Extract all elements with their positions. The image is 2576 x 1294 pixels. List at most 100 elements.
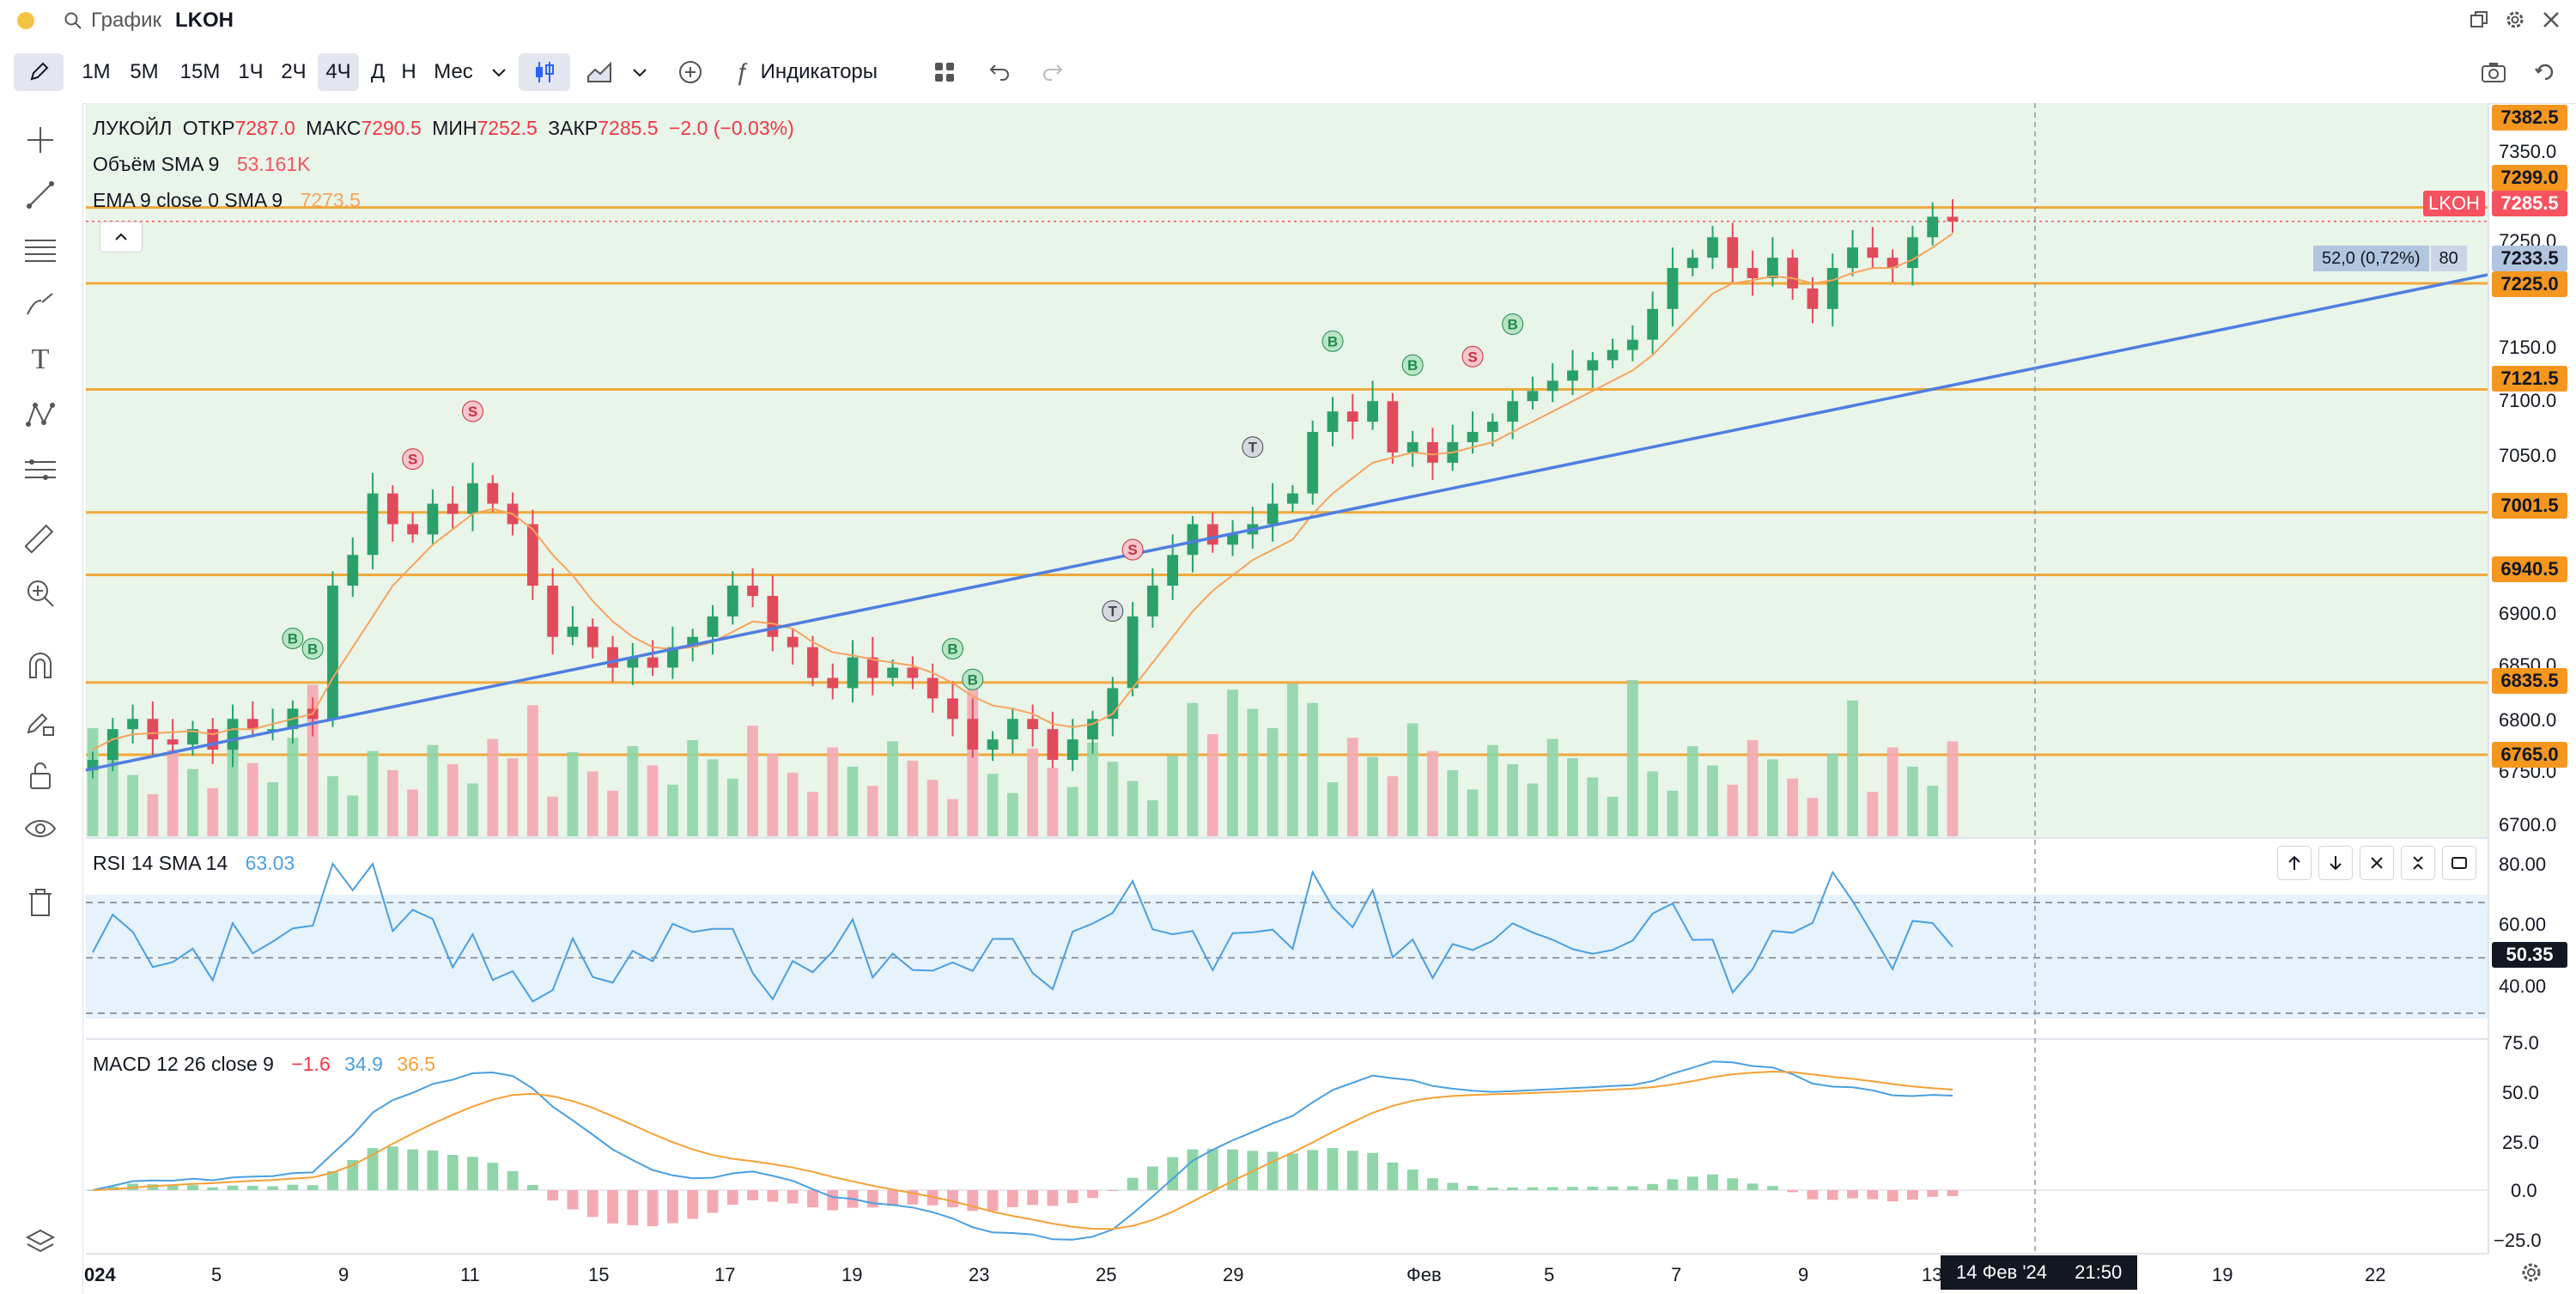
interval-day[interactable]: Д xyxy=(370,60,386,83)
volume-bar xyxy=(1287,683,1298,836)
macd-histogram-bar xyxy=(487,1163,499,1190)
volume-bar xyxy=(586,771,598,836)
pattern-tool[interactable] xyxy=(19,393,62,436)
area-chart-button[interactable] xyxy=(580,53,618,91)
volume-bar xyxy=(187,769,198,836)
volume-bar xyxy=(547,796,559,836)
drawing-pencil-button[interactable] xyxy=(14,53,64,91)
fib-tool[interactable] xyxy=(19,228,62,271)
close-icon[interactable] xyxy=(2540,9,2562,31)
object-tree-tool[interactable] xyxy=(19,1221,62,1264)
close-label: ЗАКР xyxy=(548,117,598,139)
macd-histogram-bar xyxy=(246,1186,258,1190)
publish-button[interactable] xyxy=(2528,53,2562,91)
interval-4h[interactable]: 4Ч xyxy=(318,53,359,91)
interval-dropdown[interactable] xyxy=(486,53,512,91)
signal-marker xyxy=(402,448,424,471)
volume-bar xyxy=(747,726,758,836)
macd-histogram-bar xyxy=(827,1190,839,1211)
volume-bar xyxy=(866,786,878,836)
gear-icon[interactable] xyxy=(2504,9,2526,31)
chart-type-dropdown[interactable] xyxy=(627,53,653,91)
area-chart-icon xyxy=(587,61,611,82)
high-value: 7290.5 xyxy=(361,117,422,139)
volume-bar xyxy=(1346,738,1358,836)
candle-body xyxy=(907,667,919,678)
redo-button[interactable] xyxy=(1035,53,1069,91)
window-controls xyxy=(2468,9,2562,31)
volume-bar xyxy=(507,758,519,836)
chart-settings-button[interactable] xyxy=(2519,1261,2543,1289)
interval-2h[interactable]: 2Ч xyxy=(281,60,307,83)
macd-histogram-bar xyxy=(267,1186,279,1190)
candle-body xyxy=(1546,380,1558,392)
interval-1h[interactable]: 1Ч xyxy=(238,60,264,83)
collapse-pane-button[interactable] xyxy=(2401,846,2435,880)
level-tag: 6765.0 xyxy=(2492,742,2567,768)
remove-drawings-tool[interactable] xyxy=(19,881,62,924)
ruler-tool[interactable] xyxy=(19,517,62,560)
price-tick: 7100.0 xyxy=(2499,390,2557,411)
ema-legend[interactable]: EMA 9 close 0 SMA 9 7273.5 xyxy=(93,189,361,212)
interval-month[interactable]: Мес xyxy=(434,60,473,83)
remove-pane-button[interactable] xyxy=(2360,846,2394,880)
price-pane-background xyxy=(86,103,2488,838)
level-tag: 7299.0 xyxy=(2492,165,2567,191)
lock-drawings-tool[interactable] xyxy=(19,701,62,744)
volume-bar xyxy=(887,741,899,836)
signal-marker xyxy=(1461,345,1484,368)
indicators-label: Индикаторы xyxy=(760,60,878,83)
maximize-pane-button[interactable] xyxy=(2442,846,2476,880)
interval-week[interactable]: Н xyxy=(401,60,416,83)
interval-5m[interactable]: 5М xyxy=(130,60,159,83)
undo-button[interactable] xyxy=(983,53,1018,91)
text-tool[interactable]: T xyxy=(19,338,62,381)
indicators-button[interactable]: ƒ Индикаторы xyxy=(735,53,903,91)
signal-marker xyxy=(462,400,484,422)
last-price-tag: 7285.5 xyxy=(2492,191,2567,216)
price-tick: 6900.0 xyxy=(2499,603,2557,624)
trendline-tool[interactable] xyxy=(19,173,62,216)
screenshot-button[interactable] xyxy=(2476,53,2511,91)
compare-symbol-button[interactable] xyxy=(671,53,709,91)
interval-15m[interactable]: 15М xyxy=(179,60,221,83)
crosshair-date: 14 Фев '24 xyxy=(1956,1261,2048,1283)
candle-body xyxy=(1127,616,1139,689)
collapse-legend-button[interactable] xyxy=(100,222,143,252)
volume-bar xyxy=(567,752,579,836)
signal-label: S xyxy=(408,452,417,468)
rsi-current-tag: 50.35 xyxy=(2492,942,2567,968)
volume-bar xyxy=(1886,747,1899,836)
macd-histogram-bar xyxy=(1546,1187,1558,1190)
interval-1m[interactable]: 1М xyxy=(82,60,111,83)
rsi-legend[interactable]: RSI 14 SMA 14 63.03 xyxy=(93,852,295,875)
candle-body xyxy=(1867,247,1879,258)
macd-legend[interactable]: MACD 12 26 close 9 −1.6 34.9 36.5 xyxy=(93,1053,435,1076)
zoom-tool[interactable] xyxy=(19,572,62,615)
signal-label: T xyxy=(1109,604,1118,620)
prediction-tool[interactable] xyxy=(19,448,62,491)
volume-legend[interactable]: Объём SMA 9 53.161K xyxy=(93,153,311,176)
move-pane-down-button[interactable] xyxy=(2318,846,2353,880)
brush-tool[interactable] xyxy=(19,283,62,326)
macd-histogram-bar xyxy=(747,1190,758,1200)
volume-bar xyxy=(227,744,239,836)
candles-chart-type-button[interactable] xyxy=(519,53,570,91)
drawing-toolbar: T xyxy=(0,103,83,1294)
templates-button[interactable] xyxy=(927,53,962,91)
duplicate-window-icon[interactable] xyxy=(2468,9,2490,31)
candle-body xyxy=(827,677,839,689)
lock-tool[interactable] xyxy=(19,754,62,797)
visibility-tool[interactable] xyxy=(19,807,62,850)
symbol-search[interactable]: График LKOH xyxy=(64,7,234,34)
chevron-up-icon xyxy=(115,233,127,240)
signal-marker xyxy=(1102,600,1124,623)
window-dot[interactable] xyxy=(17,12,34,29)
signal-marker xyxy=(282,628,304,650)
macd-histogram-bar xyxy=(1847,1190,1858,1199)
crosshair-tool[interactable] xyxy=(19,118,62,161)
signal-marker xyxy=(1502,313,1524,335)
move-pane-up-button[interactable] xyxy=(2277,846,2312,880)
magnet-tool[interactable] xyxy=(19,644,62,687)
